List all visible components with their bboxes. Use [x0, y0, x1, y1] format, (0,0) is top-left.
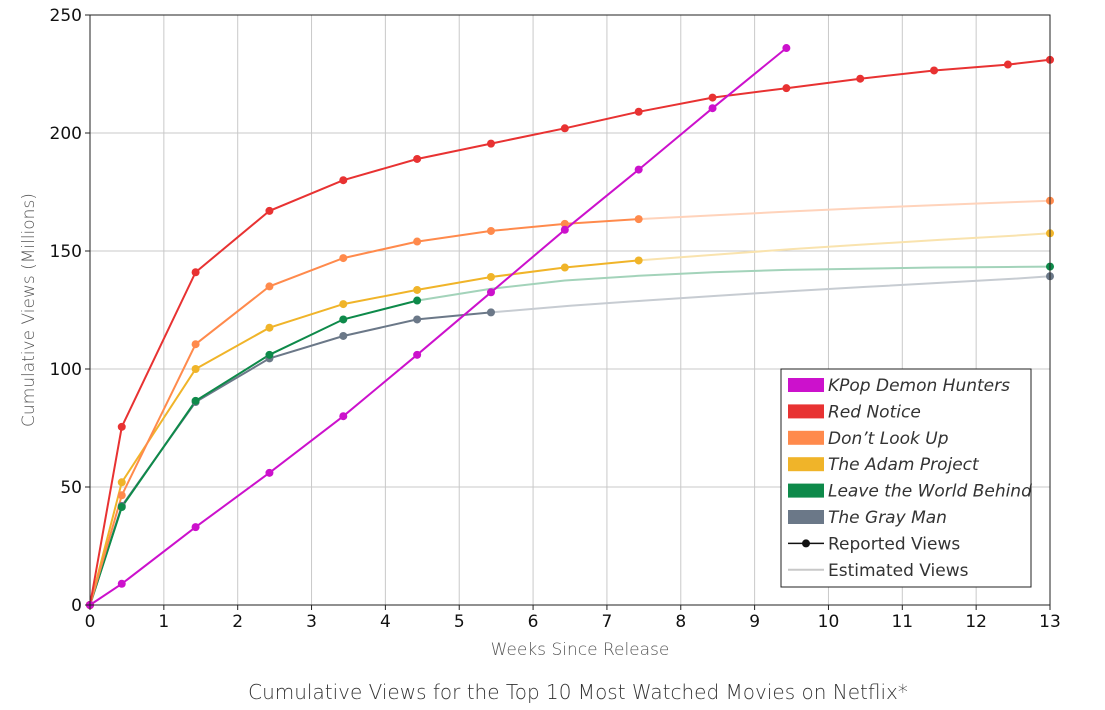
data-point — [265, 323, 274, 332]
data-point — [191, 268, 200, 277]
y-tick-label: 250 — [50, 6, 82, 26]
data-point — [413, 350, 422, 359]
legend-label: Red Notice — [828, 402, 921, 422]
x-tick-label: 2 — [232, 612, 243, 632]
data-point — [634, 215, 643, 224]
y-tick-label: 200 — [50, 124, 82, 144]
data-point — [191, 523, 200, 532]
chart-title: Cumulative Views for the Top 10 Most Wat… — [248, 680, 908, 704]
legend-label: Leave the World Behind — [828, 482, 1032, 502]
data-point — [339, 176, 348, 185]
data-point — [634, 107, 643, 116]
data-point — [486, 139, 495, 148]
data-point — [413, 296, 422, 305]
data-point — [339, 412, 348, 421]
x-tick-label: 1 — [158, 612, 169, 632]
x-tick-label: 3 — [306, 612, 317, 632]
data-point — [265, 206, 274, 215]
legend-label: KPop Demon Hunters — [828, 376, 1010, 396]
reported-line-series-2 — [89, 218, 639, 606]
legend-reported-marker — [802, 539, 810, 548]
data-point — [117, 503, 126, 512]
y-tick-label: 50 — [60, 478, 82, 498]
data-point — [486, 272, 495, 281]
data-point — [708, 104, 717, 113]
legend-label: The Adam Project — [828, 455, 980, 475]
data-point — [413, 154, 422, 163]
y-tick-label: 100 — [50, 360, 82, 380]
data-point — [117, 579, 126, 588]
data-point — [486, 308, 495, 317]
data-point — [413, 237, 422, 246]
data-point — [339, 331, 348, 340]
x-tick-label: 9 — [749, 612, 760, 632]
estimated-line-series-3 — [638, 232, 1051, 262]
data-point — [486, 288, 495, 297]
data-point — [560, 219, 569, 228]
data-point — [560, 263, 569, 272]
data-point — [265, 468, 274, 477]
legend-swatch — [788, 483, 824, 498]
y-tick-label: 0 — [71, 596, 82, 616]
data-point — [191, 396, 200, 405]
legend-label: Reported Views — [828, 534, 960, 554]
legend-label: The Gray Man — [828, 508, 947, 528]
legend-label: Estimated Views — [828, 561, 969, 581]
data-point — [265, 350, 274, 359]
estimated-line-series-2 — [638, 199, 1051, 221]
reported-line-series-0 — [89, 47, 788, 606]
y-axis-title: Cumulative Views (Millions) — [19, 193, 39, 427]
data-point — [930, 66, 939, 75]
data-point — [634, 256, 643, 265]
legend-swatch — [788, 378, 824, 392]
estimated-line-series-4 — [416, 265, 1051, 302]
x-tick-label: 4 — [380, 612, 391, 632]
reported-line-series-4 — [89, 299, 418, 606]
legend-swatch — [788, 510, 824, 524]
x-tick-label: 11 — [891, 612, 913, 632]
data-point — [560, 225, 569, 234]
data-point — [117, 422, 126, 431]
legend: KPop Demon Hunters Red Notice Don’t Look U… — [780, 368, 1032, 588]
x-axis-title: Weeks Since Release — [491, 640, 670, 660]
data-point — [339, 300, 348, 309]
data-point — [265, 282, 274, 291]
data-point — [339, 315, 348, 324]
estimated-line-series-5 — [490, 275, 1051, 314]
legend-swatch — [788, 457, 824, 472]
legend-swatch — [788, 404, 824, 419]
data-point — [1003, 60, 1012, 69]
x-tick-label: 5 — [454, 612, 465, 632]
data-point — [856, 74, 865, 83]
y-tick-label: 150 — [50, 242, 82, 262]
x-tick-label: 12 — [965, 612, 987, 632]
x-tick-label: 7 — [602, 612, 613, 632]
x-tick-label: 8 — [675, 612, 686, 632]
data-point — [486, 226, 495, 235]
legend-swatch — [788, 430, 824, 445]
data-point — [560, 124, 569, 133]
series-layer — [86, 44, 1054, 609]
legend-label: Don’t Look Up — [828, 429, 949, 449]
data-point — [117, 491, 126, 500]
data-point — [708, 93, 717, 102]
data-point — [634, 165, 643, 174]
data-point — [413, 285, 422, 294]
data-point — [782, 44, 791, 53]
plot-frame — [89, 14, 1051, 606]
x-tick-label: 10 — [818, 612, 840, 632]
data-point — [782, 84, 791, 93]
data-point — [117, 478, 126, 487]
data-point — [339, 254, 348, 263]
x-tick-label: 13 — [1039, 612, 1061, 632]
x-tick-label: 6 — [528, 612, 539, 632]
data-point — [191, 365, 200, 373]
x-tick-label: 0 — [85, 612, 96, 632]
data-point — [191, 340, 200, 349]
data-point — [413, 315, 422, 324]
